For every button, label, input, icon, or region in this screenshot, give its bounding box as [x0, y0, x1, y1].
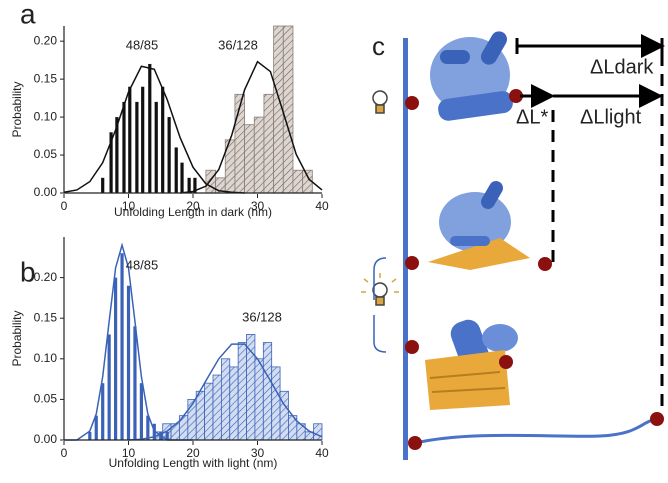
bulb-on: [361, 273, 399, 306]
x-tick-label: 30: [251, 446, 265, 460]
y-tick-label: 0.15: [34, 310, 58, 324]
bar: [187, 177, 191, 193]
bar: [180, 162, 184, 193]
y-axis-label: Probability: [10, 81, 24, 137]
bar: [120, 253, 124, 440]
protein-partial: [428, 181, 530, 270]
bar: [174, 147, 178, 193]
y-tick-label: 0.15: [34, 71, 58, 85]
diagram: c: [361, 31, 665, 460]
annotation: 36/128: [242, 309, 282, 324]
hist-bar: [253, 116, 265, 194]
annotation: 48/85: [126, 37, 159, 52]
x-tick-label: 0: [61, 199, 68, 213]
hist-bar: [237, 342, 247, 441]
x-tick-label: 30: [251, 199, 265, 213]
anchor-dots: [405, 89, 664, 450]
hist-bar: [313, 423, 323, 441]
x-tick-label: 20: [186, 446, 200, 460]
hist-bar: [204, 382, 214, 441]
bar: [135, 101, 139, 193]
hist-bar: [212, 374, 222, 441]
bar: [167, 117, 171, 193]
protein-unfolded: [425, 319, 518, 410]
surface: [403, 38, 408, 460]
annotation: 48/85: [126, 257, 159, 272]
y-tick-label: 0.05: [34, 147, 58, 161]
annotation: 36/128: [218, 37, 258, 52]
x-tick-label: 20: [186, 199, 200, 213]
y-tick-label: 0.00: [34, 432, 58, 446]
fit-curve: [128, 343, 323, 441]
chain: [415, 417, 658, 445]
hist-bar: [282, 25, 294, 194]
bar: [146, 415, 150, 440]
bar: [133, 326, 137, 440]
bar: [193, 177, 197, 193]
y-tick-label: 0.20: [34, 33, 58, 47]
x-axis-label: Unfolding Length in dark (nm): [114, 205, 272, 219]
y-tick-label: 0.20: [34, 270, 58, 284]
y-tick-label: 0.10: [34, 351, 58, 365]
bar: [126, 285, 131, 440]
bar: [88, 431, 92, 440]
hist-bar: [229, 366, 239, 441]
y-axis-label: Probability: [10, 310, 24, 366]
fit-curve: [180, 60, 323, 194]
brace: [373, 257, 387, 353]
hist-bar: [254, 358, 264, 441]
y-tick-label: 0.00: [34, 185, 58, 199]
bar: [165, 431, 169, 440]
x-tick-label: 0: [61, 446, 68, 460]
hist-bar: [292, 169, 304, 194]
bar: [148, 63, 152, 193]
hist-bar: [244, 124, 255, 194]
protein-folded: [430, 31, 513, 121]
bar: [94, 415, 98, 440]
hist-bar: [205, 169, 216, 194]
delta-dark: ΔLdark: [590, 56, 654, 78]
x-tick-label: 40: [315, 199, 329, 213]
x-tick-label: 10: [122, 446, 136, 460]
bar: [101, 383, 105, 440]
y-tick-label: 0.10: [34, 109, 58, 123]
bulb-off: [372, 90, 388, 114]
hist-bar: [262, 342, 273, 441]
x-tick-label: 40: [315, 446, 329, 460]
bar: [115, 117, 119, 193]
bar: [122, 101, 126, 193]
bar: [139, 383, 143, 440]
y-tick-label: 0.05: [34, 392, 58, 406]
delta-star: ΔL*: [516, 106, 548, 128]
hist-bar: [220, 358, 231, 441]
arrows: [515, 34, 665, 412]
fit-curve: [64, 242, 193, 441]
x-axis-label: Unfolding Length with light (nm): [109, 456, 278, 470]
hist-bar: [263, 93, 275, 194]
hist-bar: [271, 366, 281, 441]
bar: [161, 86, 165, 193]
fit-curve: [63, 65, 245, 194]
bar: [101, 177, 105, 193]
panel-label: a: [20, 0, 36, 29]
bar: [154, 101, 158, 193]
x-tick-label: 10: [122, 199, 136, 213]
hist-bar: [195, 390, 206, 441]
bar: [141, 86, 145, 193]
bar: [107, 334, 111, 440]
bar: [128, 86, 132, 193]
bar: [109, 132, 113, 193]
panel-label: b: [20, 256, 36, 287]
delta-light: ΔLlight: [580, 106, 642, 128]
bar: [114, 277, 118, 440]
panel-label: c: [372, 31, 385, 61]
